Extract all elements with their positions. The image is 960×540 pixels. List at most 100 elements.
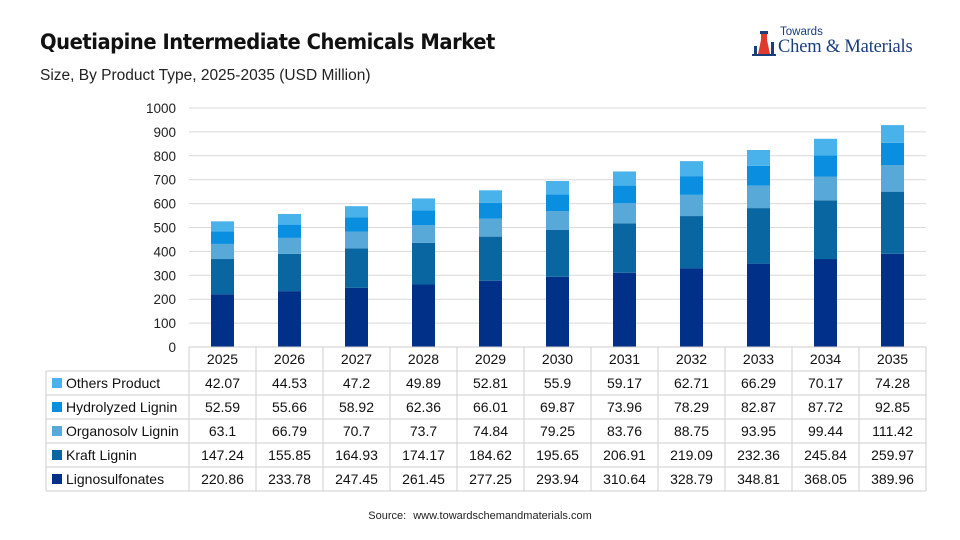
bar-segment	[211, 294, 234, 347]
bar-segment	[613, 203, 636, 224]
data-label: 348.81	[737, 471, 780, 487]
data-label: 52.59	[205, 399, 240, 415]
bar-segment	[211, 243, 234, 260]
x-tick-label: 2025	[207, 351, 238, 367]
bar-segment	[613, 185, 636, 204]
data-label: 261.45	[402, 471, 445, 487]
bar-segment	[345, 206, 368, 218]
data-label: 83.76	[607, 423, 642, 439]
bar-segment	[345, 231, 368, 249]
bar-segment	[211, 259, 234, 295]
bar-segment	[747, 149, 770, 166]
legend-swatch	[52, 402, 62, 412]
bar-segment	[680, 161, 703, 177]
legend-label: Lignosulfonates	[66, 471, 164, 487]
x-tick-label: 2031	[609, 351, 640, 367]
data-label: 44.53	[272, 375, 307, 391]
legend-label: Organosolv Lignin	[66, 423, 179, 439]
data-label: 63.1	[209, 423, 236, 439]
data-label: 310.64	[603, 471, 646, 487]
bar-segment	[546, 229, 569, 277]
data-label: 79.25	[540, 423, 575, 439]
bar-segment	[814, 155, 837, 177]
bar-segment	[680, 216, 703, 269]
bar-segment	[881, 253, 904, 347]
bar-segment	[412, 225, 435, 243]
legend-swatch	[52, 378, 62, 388]
bar-segment	[881, 165, 904, 192]
source-url: www.towardschemandmaterials.com	[413, 510, 592, 522]
y-tick-label: 300	[153, 268, 176, 283]
x-tick-label: 2029	[475, 351, 506, 367]
y-tick-label: 200	[153, 292, 176, 307]
y-tick-label: 100	[153, 316, 176, 331]
bar-segment	[345, 287, 368, 347]
stacked-bar-chart: 0 100 200 300 400 500 600 700 800 900 1000 2025 2026…	[45, 101, 927, 492]
bar-segment	[613, 171, 636, 186]
data-label: 66.79	[272, 423, 307, 439]
data-label: 111.42	[872, 423, 913, 439]
data-label: 155.85	[268, 447, 311, 463]
data-label: 259.97	[871, 447, 914, 463]
data-label: 277.25	[469, 471, 512, 487]
data-label: 69.87	[540, 399, 575, 415]
source-note: Source: www.towardschemandmaterials.com	[0, 510, 960, 522]
logo-small-text: Towards	[780, 26, 823, 38]
bar-segment	[278, 213, 301, 225]
logo-main-text: Chem & Materials	[778, 37, 913, 57]
data-label: 93.95	[741, 423, 776, 439]
brand-logo: Towards Chem & Materials	[750, 26, 940, 62]
data-label: 195.65	[536, 447, 579, 463]
data-label: 70.7	[343, 423, 370, 439]
data-label: 293.94	[536, 471, 579, 487]
legend-label: Kraft Lignin	[66, 447, 137, 463]
y-tick-label: 400	[153, 244, 176, 259]
chart-title: Quetiapine Intermediate Chemicals Market	[40, 30, 495, 54]
x-tick-label: 2033	[743, 351, 774, 367]
data-label: 368.05	[804, 471, 847, 487]
data-label: 99.44	[808, 423, 843, 439]
y-tick-label: 800	[153, 149, 176, 164]
bar-segment	[479, 190, 502, 203]
bar-segment	[881, 125, 904, 143]
source-label: Source:	[368, 510, 407, 522]
data-label: 62.36	[406, 399, 441, 415]
bar-segment	[680, 176, 703, 195]
bar-segment	[278, 224, 301, 238]
bar-segment	[412, 242, 435, 285]
legend-swatch	[52, 474, 62, 484]
legend-label: Hydrolyzed Lignin	[66, 399, 177, 415]
bar-segment	[814, 200, 837, 260]
chart-subtitle: Size, By Product Type, 2025-2035 (USD Mi…	[40, 67, 371, 84]
bar-segment	[211, 221, 234, 232]
data-label: 219.09	[670, 447, 713, 463]
data-label: 42.07	[205, 375, 240, 391]
data-label: 328.79	[670, 471, 713, 487]
bar-segment	[747, 185, 770, 209]
bar-segment	[412, 284, 435, 347]
data-label: 233.78	[268, 471, 311, 487]
data-label: 55.9	[544, 375, 571, 391]
data-label: 164.93	[335, 447, 378, 463]
y-tick-label: 500	[153, 221, 176, 236]
data-label: 147.24	[201, 447, 244, 463]
bar-segment	[278, 237, 301, 254]
flask-icon	[752, 31, 776, 56]
legend-swatch	[52, 426, 62, 436]
data-label: 66.29	[741, 375, 776, 391]
data-label: 232.36	[737, 447, 780, 463]
legend-swatch	[52, 450, 62, 460]
data-label: 52.81	[473, 375, 508, 391]
bar-segment	[546, 276, 569, 347]
bar-segment	[479, 280, 502, 347]
y-tick-label: 600	[153, 197, 176, 212]
legend-label: Others Product	[66, 375, 160, 391]
data-label: 247.45	[335, 471, 378, 487]
data-label: 92.85	[875, 399, 910, 415]
data-label: 82.87	[741, 399, 776, 415]
data-label: 245.84	[804, 447, 847, 463]
x-tick-label: 2035	[877, 351, 908, 367]
bar-segment	[747, 165, 770, 186]
x-tick-label: 2034	[810, 351, 841, 367]
data-label: 389.96	[871, 471, 914, 487]
